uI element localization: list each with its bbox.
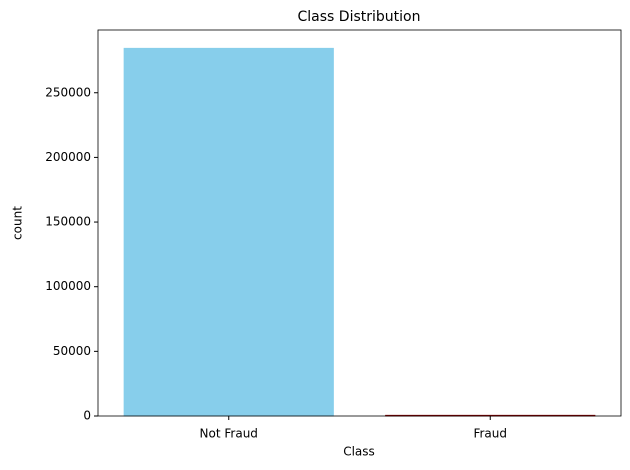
- x-tick-label: Fraud: [473, 427, 507, 441]
- y-axis-label: count: [11, 206, 25, 240]
- y-tick-label: 0: [83, 409, 91, 423]
- y-tick-label: 150000: [45, 215, 91, 229]
- chart-title: Class Distribution: [298, 9, 421, 25]
- axes-frame: [97, 29, 622, 417]
- y-tick-label: 200000: [45, 150, 91, 164]
- y-tick-label: 50000: [53, 344, 91, 358]
- x-axis-label: Class: [343, 445, 375, 459]
- x-tick-label: Not Fraud: [200, 427, 258, 441]
- y-tick-label: 100000: [45, 279, 91, 293]
- y-tick-label: 250000: [45, 85, 91, 99]
- bar: [123, 47, 334, 417]
